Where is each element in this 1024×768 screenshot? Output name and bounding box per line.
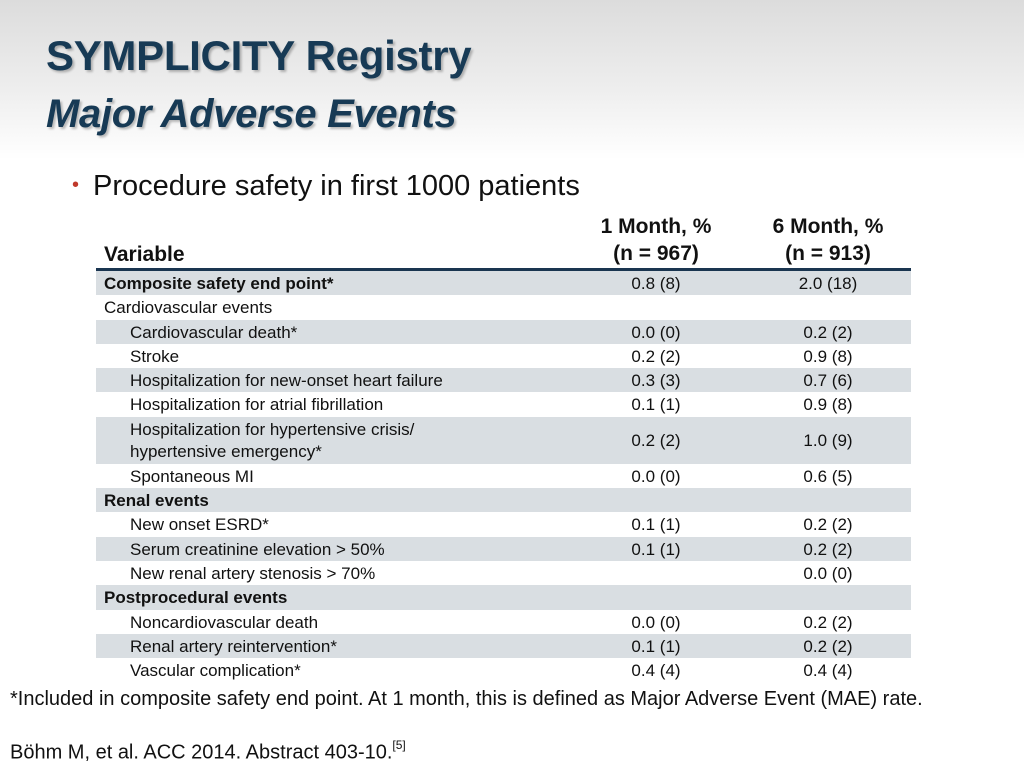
- row-6-month: 0.2 (2): [803, 322, 853, 342]
- row-label: Cardiovascular death*: [130, 322, 298, 342]
- row-label: New onset ESRD*: [130, 515, 269, 535]
- table-row: Stroke 0.2 (2) 0.9 (8): [96, 344, 911, 368]
- row-1-month: 0.2 (2): [631, 430, 681, 450]
- table-row: Spontaneous MI 0.0 (0) 0.6 (5): [96, 464, 911, 488]
- row-label: Vascular complication*: [130, 661, 301, 681]
- row-label: Serum creatinine elevation > 50%: [130, 539, 385, 559]
- table-row: Hospitalization for hypertensive crisis/…: [96, 416, 911, 464]
- citation-ref: [5]: [392, 738, 406, 752]
- row-label: Postprocedural events: [104, 588, 288, 608]
- row-label: Hospitalization for hypertensive crisis/…: [130, 419, 414, 463]
- footnote: *Included in composite safety end point.…: [10, 688, 923, 710]
- table-row: New onset ESRD* 0.1 (1) 0.2 (2): [96, 512, 911, 536]
- header-variable: Variable: [104, 243, 185, 266]
- table-row: Cardiovascular events: [96, 295, 911, 319]
- row-label-line1: Hospitalization for hypertensive crisis/: [130, 419, 415, 439]
- table-row: Renal events: [96, 488, 911, 513]
- row-label: Stroke: [130, 346, 180, 366]
- citation-text: Böhm M, et al. ACC 2014. Abstract 403-10…: [10, 741, 393, 764]
- adverse-events-table: Variable 1 Month, % (n = 967) 6 Month, %…: [96, 212, 911, 682]
- header-1-month-title: 1 Month, %: [600, 215, 712, 238]
- row-label: Spontaneous MI: [130, 466, 254, 486]
- bullet-text: Procedure safety in first 1000 patients: [93, 170, 580, 202]
- row-6-month: 0.6 (5): [803, 466, 853, 486]
- table-header: Variable 1 Month, % (n = 967) 6 Month, %…: [96, 212, 911, 271]
- row-6-month: 0.2 (2): [803, 636, 853, 656]
- row-6-month: 0.7 (6): [803, 371, 853, 391]
- row-label: Hospitalization for new-onset heart fail…: [130, 371, 443, 391]
- row-6-month: 2.0 (18): [798, 274, 858, 293]
- bullet-dot-icon: •: [72, 174, 80, 196]
- row-6-month: 0.2 (2): [803, 539, 853, 559]
- row-label-line2: hypertensive emergency*: [130, 441, 322, 461]
- row-6-month: 0.0 (0): [803, 563, 853, 583]
- row-1-month: 0.1 (1): [631, 636, 681, 656]
- row-1-month: 0.1 (1): [631, 515, 681, 535]
- row-1-month: 0.3 (3): [631, 371, 681, 391]
- row-label: New renal artery stenosis > 70%: [130, 563, 376, 583]
- table-row: Vascular complication* 0.4 (4) 0.4 (4): [96, 658, 911, 682]
- row-6-month: 0.4 (4): [803, 661, 853, 681]
- header-6-month: 6 Month, % (n = 913): [758, 213, 898, 267]
- row-1-month: 0.1 (1): [631, 539, 681, 559]
- row-label: Renal artery reintervention*: [130, 636, 337, 656]
- row-label: Noncardiovascular death: [130, 612, 319, 632]
- table-row: Cardiovascular death* 0.0 (0) 0.2 (2): [96, 319, 911, 344]
- citation: Böhm M, et al. ACC 2014. Abstract 403-10…: [10, 738, 406, 765]
- slide-subtitle: Major Adverse Events: [46, 92, 457, 136]
- slide-title: SYMPLICITY Registry: [46, 32, 472, 79]
- table-row: Composite safety end point* 0.8 (8) 2.0 …: [96, 271, 911, 296]
- bullet-point: • Procedure safety in first 1000 patients: [72, 170, 580, 203]
- row-1-month: 0.0 (0): [631, 322, 681, 342]
- row-6-month: 0.9 (8): [803, 395, 853, 415]
- row-1-month: 0.1 (1): [631, 395, 681, 415]
- row-6-month: 1.0 (9): [803, 430, 853, 450]
- row-label: Hospitalization for atrial fibrillation: [130, 395, 384, 415]
- table-row: Renal artery reintervention* 0.1 (1) 0.2…: [96, 633, 911, 659]
- row-1-month: 0.2 (2): [631, 346, 681, 366]
- header-1-month: 1 Month, % (n = 967): [586, 213, 726, 267]
- row-label: Renal events: [104, 491, 209, 511]
- table-row: Noncardiovascular death 0.0 (0) 0.2 (2): [96, 610, 911, 634]
- table-row: Hospitalization for new-onset heart fail…: [96, 368, 911, 393]
- table-row: Postprocedural events: [96, 585, 911, 610]
- row-1-month: 0.4 (4): [631, 661, 681, 681]
- row-label: Cardiovascular events: [104, 298, 273, 318]
- row-label: Composite safety end point*: [104, 274, 334, 293]
- table-row: Serum creatinine elevation > 50% 0.1 (1)…: [96, 536, 911, 561]
- row-1-month: 0.8 (8): [631, 274, 681, 293]
- row-1-month: 0.0 (0): [631, 612, 681, 632]
- header-6-month-title: 6 Month, %: [772, 215, 884, 238]
- row-6-month: 0.2 (2): [803, 515, 853, 535]
- table-row: New renal artery stenosis > 70% 0.0 (0): [96, 561, 911, 585]
- row-1-month: 0.0 (0): [631, 466, 681, 486]
- header-6-month-n: (n = 913): [785, 242, 871, 265]
- header-1-month-n: (n = 967): [613, 242, 699, 265]
- row-6-month: 0.2 (2): [803, 612, 853, 632]
- row-6-month: 0.9 (8): [803, 346, 853, 366]
- table-row: Hospitalization for atrial fibrillation …: [96, 392, 911, 416]
